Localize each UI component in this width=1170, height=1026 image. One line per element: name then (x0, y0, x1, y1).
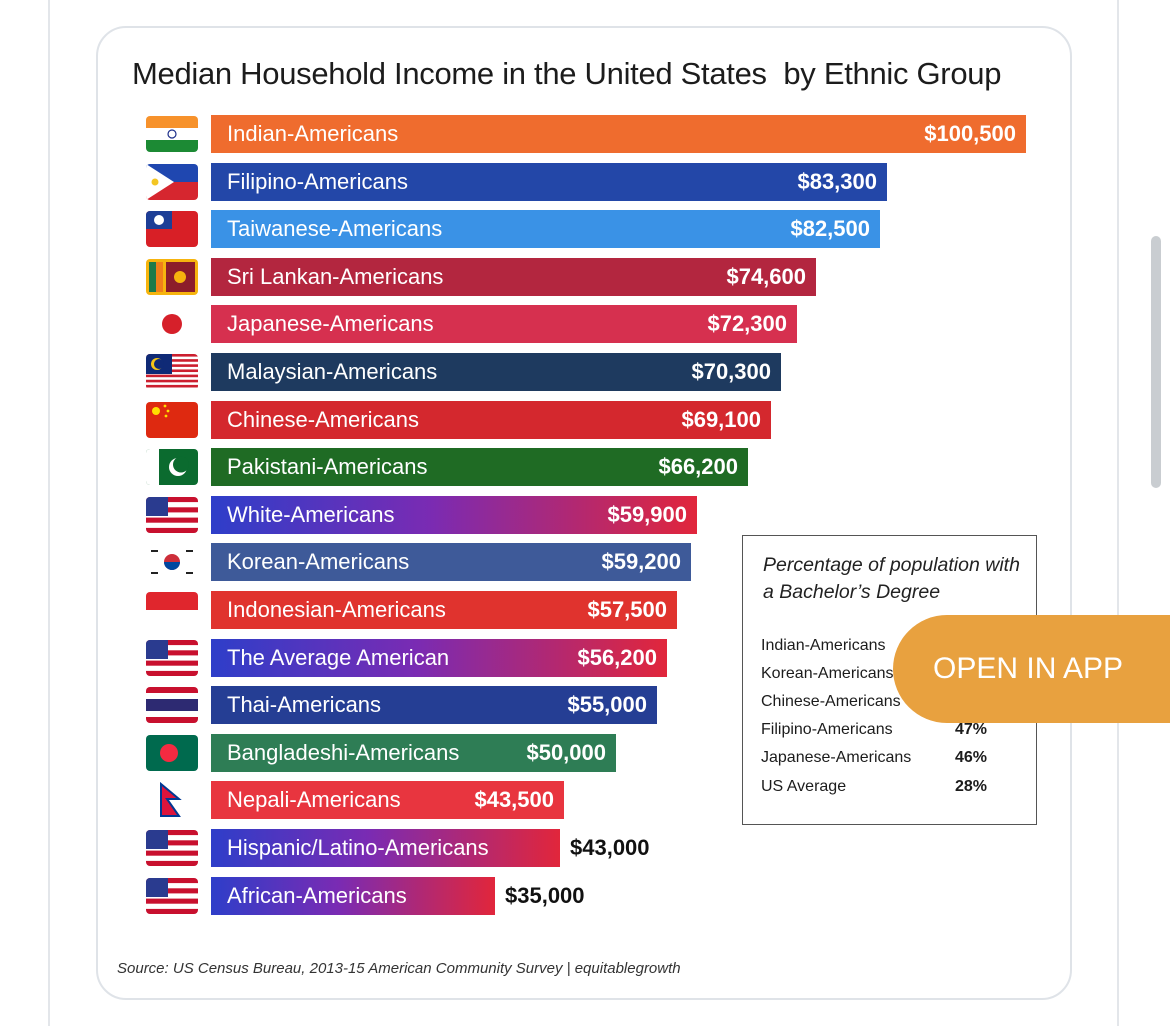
bar: Filipino-Americans $83,300 (211, 163, 887, 201)
bar-value-label: $70,300 (691, 359, 771, 384)
india-flag-icon (146, 116, 198, 152)
bar-value-label: $57,500 (587, 597, 667, 622)
bar-value-label: $50,000 (526, 740, 606, 765)
bar-category-label: African-Americans (227, 883, 407, 908)
bar: White-Americans $59,900 (211, 496, 697, 534)
bar-value-label: $43,000 (570, 835, 650, 860)
inset-row-name: Chinese-Americans (761, 693, 901, 710)
bar-value-label: $35,000 (505, 883, 585, 908)
bar: Hispanic/Latino-Americans $43,000 (211, 829, 650, 867)
bar-category-label: Indian-Americans (227, 121, 399, 146)
bar-category-label: Chinese-Americans (227, 407, 419, 432)
bar: Indonesian-Americans $57,500 (211, 591, 677, 629)
south-korea-flag-icon (146, 544, 198, 580)
bar-category-label: Pakistani-Americans (227, 454, 428, 479)
inset-row-name: US Average (761, 778, 847, 795)
inset-row: Japanese-Americans 46% (761, 749, 1011, 773)
bar-value-label: $100,500 (924, 121, 1016, 146)
bar-category-label: Nepali-Americans (227, 787, 401, 812)
sri-lanka-flag-icon (146, 259, 198, 295)
open-in-app-button[interactable]: OPEN IN APP (893, 615, 1170, 723)
inset-row-pct: 28% (955, 778, 988, 795)
bar: Thai-Americans $55,000 (211, 686, 657, 724)
nepal-flag-icon (146, 782, 198, 818)
thailand-flag-icon (146, 687, 198, 723)
bar-value-label: $59,900 (607, 502, 687, 527)
inset-row-pct: 47% (955, 721, 988, 738)
inset-row-name: Filipino-Americans (761, 721, 893, 738)
bar: Chinese-Americans $69,100 (211, 401, 771, 439)
bangladesh-flag-icon (146, 735, 198, 771)
bar: Indian-Americans $100,500 (211, 115, 1026, 153)
inset-row-name: Japanese-Americans (761, 749, 912, 766)
bar-category-label: Bangladeshi-Americans (227, 740, 460, 765)
bar-category-label: Malaysian-Americans (227, 359, 438, 384)
inset-row-name: Korean-Americans (761, 665, 894, 682)
bar-category-label: Sri Lankan-Americans (227, 264, 444, 289)
usa-flag-icon (146, 497, 198, 533)
bar-value-label: $55,000 (567, 692, 647, 717)
inset-title: Percentage of population with a Bachelor… (763, 554, 1020, 603)
inset-row: Chinese-Americans (761, 693, 1011, 717)
inset-row-pct: 46% (955, 749, 988, 766)
page-border-right (1117, 0, 1119, 1026)
japan-flag-icon (146, 306, 198, 342)
taiwan-flag-icon (146, 211, 198, 247)
bar-value-label: $83,300 (797, 169, 877, 194)
bar-value-label: $56,200 (577, 645, 657, 670)
bar-category-label: Indonesian-Americans (227, 597, 446, 622)
bar-value-label: $72,300 (707, 311, 787, 336)
chart-title: Median Household Income in the United St… (132, 56, 1002, 91)
source-note: Source: US Census Bureau, 2013-15 Americ… (117, 960, 681, 977)
bar-category-label: Filipino-Americans (227, 169, 408, 194)
bar: Bangladeshi-Americans $50,000 (211, 734, 616, 772)
page-border-left (48, 0, 50, 1026)
bar-category-label: Korean-Americans (227, 549, 410, 574)
bar: Korean-Americans $59,200 (211, 543, 691, 581)
bar-value-label: $66,200 (658, 454, 738, 479)
bar-value-label: $82,500 (790, 216, 870, 241)
bar-category-label: The Average American (227, 645, 450, 670)
inset-row: Korean-Americans (761, 665, 1011, 689)
bar-value-label: $74,600 (726, 264, 806, 289)
bar-value-label: $59,200 (601, 549, 681, 574)
bar-category-label: Hispanic/Latino-Americans (227, 835, 489, 860)
usa-flag-icon (146, 878, 198, 914)
bar: African-Americans $35,000 (211, 877, 585, 915)
usa-flag-icon (146, 640, 198, 676)
usa-flag-icon (146, 830, 198, 866)
inset-row: Filipino-Americans 47% (761, 721, 1011, 745)
inset-row: US Average 28% (761, 778, 1011, 802)
bar: Pakistani-Americans $66,200 (211, 448, 748, 486)
philippines-flag-icon (146, 164, 198, 200)
bar: Malaysian-Americans $70,300 (211, 353, 781, 391)
inset-row-name: Indian-Americans (761, 637, 886, 654)
bar-category-label: Japanese-Americans (227, 311, 434, 336)
pakistan-flag-icon (146, 449, 198, 485)
bar: Nepali-Americans $43,500 (211, 781, 564, 819)
bar: Japanese-Americans $72,300 (211, 305, 797, 343)
china-flag-icon (146, 402, 198, 438)
bar-value-label: $69,100 (681, 407, 761, 432)
indonesia-flag-icon (146, 592, 198, 628)
bar-category-label: Thai-Americans (227, 692, 382, 717)
bar: Sri Lankan-Americans $74,600 (211, 258, 816, 296)
bar: The Average American $56,200 (211, 639, 667, 677)
bar: Taiwanese-Americans $82,500 (211, 210, 880, 248)
bar-category-label: White-Americans (227, 502, 395, 527)
bar-value-label: $43,500 (474, 787, 554, 812)
inset-row: Indian-Americans (761, 637, 1011, 661)
malaysia-flag-icon (146, 354, 198, 390)
bar-category-label: Taiwanese-Americans (227, 216, 443, 241)
scrollbar-thumb[interactable] (1151, 236, 1161, 488)
